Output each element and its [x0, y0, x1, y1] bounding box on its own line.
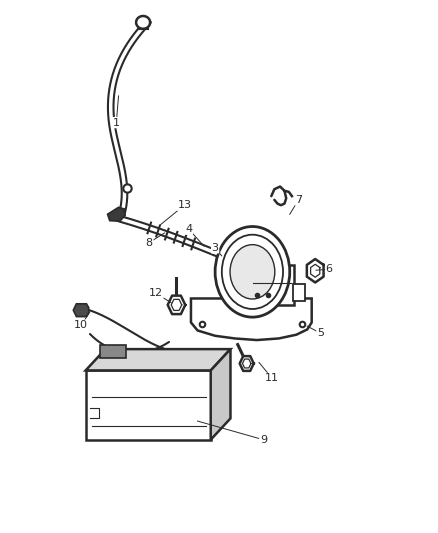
Text: 3: 3: [211, 243, 218, 253]
Polygon shape: [306, 259, 323, 282]
Polygon shape: [73, 304, 88, 317]
Polygon shape: [85, 370, 210, 440]
FancyBboxPatch shape: [100, 345, 126, 358]
Circle shape: [221, 235, 283, 309]
Text: 7: 7: [294, 195, 301, 205]
Polygon shape: [136, 16, 150, 29]
Circle shape: [230, 245, 274, 299]
Polygon shape: [191, 298, 311, 340]
Text: 5: 5: [316, 328, 323, 338]
Polygon shape: [107, 207, 125, 221]
Text: 4: 4: [185, 224, 192, 234]
Text: 10: 10: [74, 320, 88, 330]
Circle shape: [215, 227, 289, 317]
Text: 13: 13: [177, 200, 191, 210]
Text: 9: 9: [259, 435, 266, 445]
Polygon shape: [167, 296, 185, 314]
FancyBboxPatch shape: [247, 265, 293, 305]
Polygon shape: [85, 349, 230, 370]
FancyBboxPatch shape: [293, 284, 304, 301]
Text: 11: 11: [265, 374, 279, 383]
Text: 6: 6: [325, 264, 332, 274]
Polygon shape: [210, 349, 230, 440]
Text: 1: 1: [113, 118, 120, 127]
Text: 12: 12: [148, 288, 162, 298]
Text: 8: 8: [145, 238, 152, 247]
Polygon shape: [239, 356, 253, 371]
